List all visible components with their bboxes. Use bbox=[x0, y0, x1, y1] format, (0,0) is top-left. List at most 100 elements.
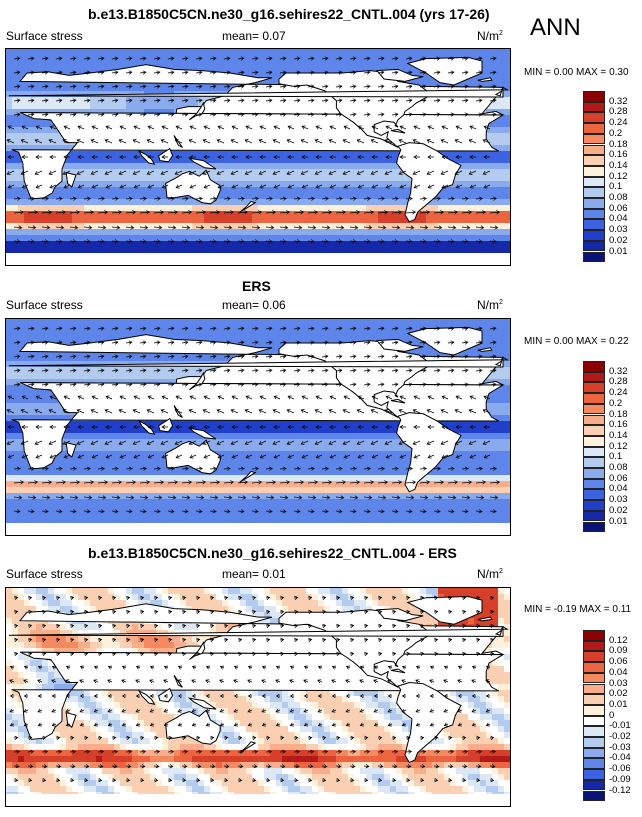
shading-cell bbox=[90, 163, 97, 170]
shading-cell bbox=[228, 61, 235, 68]
shading-cell bbox=[18, 169, 25, 176]
shading-cell bbox=[504, 403, 510, 410]
shading-cell bbox=[66, 103, 73, 110]
shading-cell bbox=[24, 79, 31, 86]
wind-arrow bbox=[349, 225, 359, 230]
shading-cell bbox=[264, 223, 271, 230]
shading-cell bbox=[72, 61, 79, 68]
shading-cell bbox=[222, 337, 229, 344]
shading-cell bbox=[300, 199, 307, 206]
wind-arrow bbox=[357, 184, 365, 189]
wind-arrow bbox=[405, 239, 413, 244]
shading-cell bbox=[6, 109, 13, 116]
shading-cell bbox=[36, 247, 43, 254]
shading-cell bbox=[12, 73, 19, 80]
shading-cell bbox=[378, 217, 385, 224]
wind-arrow bbox=[77, 125, 85, 130]
shading-cell bbox=[222, 151, 229, 158]
shading-cell bbox=[474, 211, 481, 218]
shading-cell bbox=[288, 337, 295, 344]
wind-arrow bbox=[349, 56, 357, 61]
wind-arrow bbox=[293, 239, 301, 244]
shading-cell bbox=[300, 151, 307, 158]
wind-arrow bbox=[111, 56, 119, 61]
shading-cell bbox=[414, 349, 421, 356]
shading-cell bbox=[78, 373, 85, 380]
wind-arrow bbox=[49, 154, 56, 160]
shading-cell bbox=[252, 187, 259, 194]
shading-cell bbox=[492, 247, 499, 254]
shading-cell bbox=[234, 235, 241, 242]
shading-cell bbox=[426, 235, 433, 242]
shading-cell bbox=[426, 241, 433, 248]
shading-cell bbox=[372, 163, 379, 170]
shading-cell bbox=[246, 187, 253, 194]
shading-cell bbox=[360, 325, 367, 332]
shading-cell bbox=[138, 163, 145, 170]
shading-cell bbox=[342, 199, 349, 206]
shading-cell bbox=[492, 349, 499, 356]
shading-cell bbox=[144, 331, 151, 338]
wind-arrow bbox=[153, 98, 161, 103]
shading-cell bbox=[54, 229, 61, 236]
shading-cell bbox=[492, 241, 499, 248]
shading-cell bbox=[24, 199, 31, 206]
wind-arrow bbox=[63, 184, 71, 189]
land-polygon bbox=[375, 68, 424, 82]
shading-cell bbox=[162, 247, 169, 254]
shading-cell bbox=[66, 67, 73, 74]
shading-cell bbox=[306, 175, 313, 182]
shading-cell bbox=[24, 391, 31, 398]
shading-cell bbox=[18, 175, 25, 182]
shading-cell bbox=[462, 229, 469, 236]
shading-cell bbox=[72, 67, 79, 74]
shading-cell bbox=[306, 325, 313, 332]
wind-arrow bbox=[111, 84, 119, 89]
shading-cell bbox=[108, 151, 115, 158]
shading-cell bbox=[498, 187, 505, 194]
wind-arrow bbox=[105, 184, 113, 189]
shading-cell bbox=[306, 151, 313, 158]
wind-arrow bbox=[321, 98, 329, 103]
shading-cell bbox=[282, 229, 289, 236]
shading-cell bbox=[138, 109, 145, 116]
wind-arrow bbox=[300, 170, 309, 175]
shading-cell bbox=[60, 109, 67, 116]
wind-arrow bbox=[329, 125, 337, 130]
shading-cell bbox=[222, 181, 229, 188]
wind-arrow bbox=[377, 70, 385, 75]
wind-arrow bbox=[321, 196, 329, 201]
shading-cell bbox=[384, 319, 391, 326]
shading-cell bbox=[204, 49, 211, 56]
wind-arrow bbox=[307, 56, 315, 61]
shading-cell bbox=[486, 229, 493, 236]
shading-cell bbox=[426, 349, 433, 356]
wind-arrow bbox=[405, 210, 417, 215]
shading-cell bbox=[132, 97, 139, 104]
shading-cell bbox=[6, 247, 13, 254]
shading-cell bbox=[324, 217, 331, 224]
shading-cell bbox=[234, 61, 241, 68]
shading-cell bbox=[240, 193, 247, 200]
wind-arrow bbox=[153, 196, 161, 201]
wind-arrow bbox=[335, 210, 347, 215]
shading-cell bbox=[468, 217, 475, 224]
wind-arrow bbox=[181, 239, 189, 244]
shading-cell bbox=[18, 121, 25, 128]
shading-cell bbox=[192, 331, 199, 338]
shading-cell bbox=[216, 337, 223, 344]
shading-cell bbox=[504, 391, 510, 398]
wind-arrow bbox=[385, 154, 392, 160]
shading-cell bbox=[162, 319, 169, 326]
land-polygon bbox=[494, 89, 503, 97]
shading-cell bbox=[198, 151, 205, 158]
shading-cell bbox=[474, 241, 481, 248]
shading-cell bbox=[162, 379, 169, 386]
shading-cell bbox=[48, 241, 55, 248]
shading-cell bbox=[120, 61, 127, 68]
shading-cell bbox=[18, 193, 25, 200]
wind-arrow bbox=[321, 210, 333, 215]
shading-cell bbox=[264, 181, 271, 188]
shading-cell bbox=[60, 235, 67, 242]
shading-cell bbox=[504, 49, 510, 56]
